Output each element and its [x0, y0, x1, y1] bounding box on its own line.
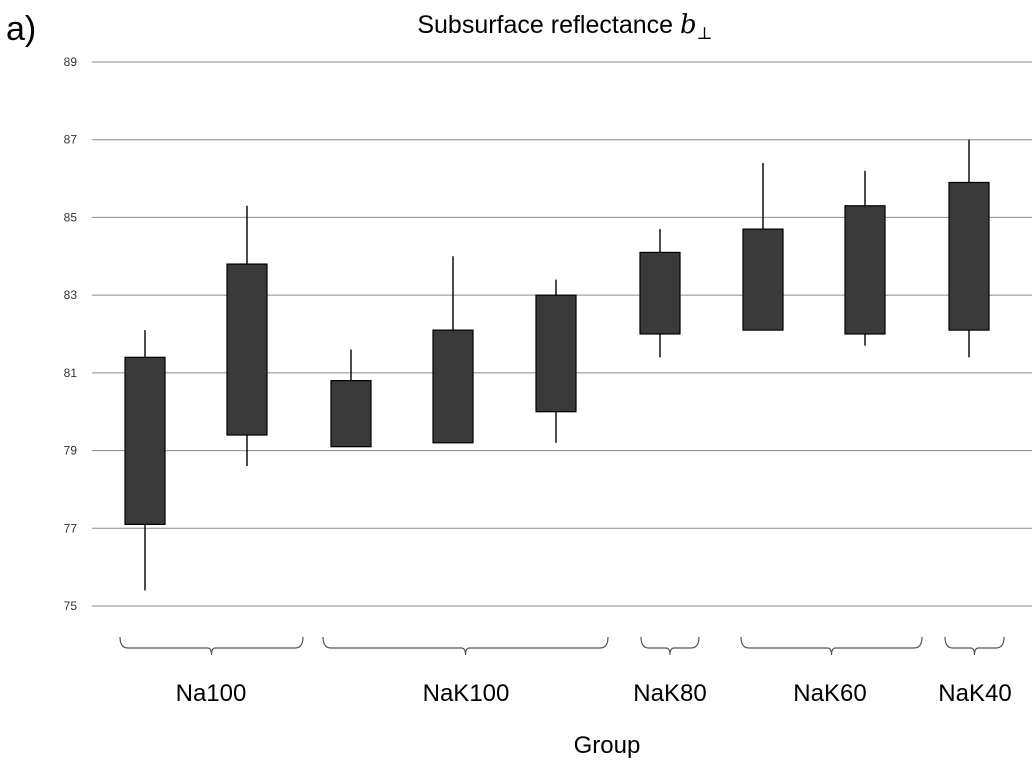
box-body [844, 205, 886, 335]
box-body [948, 181, 990, 331]
chart-title: Subsurface reflectance b⊥ [417, 10, 712, 44]
y-tick-label-79: 79 [64, 444, 78, 458]
box-body [432, 329, 474, 444]
box-2 [226, 205, 268, 467]
y-tick-label-77: 77 [64, 521, 78, 535]
box-body [742, 228, 784, 331]
chart-title-subscript: ⊥ [697, 24, 713, 44]
y-tick-label-75: 75 [64, 599, 78, 613]
brace-NaK40 [944, 636, 1005, 656]
y-tick-label-83: 83 [64, 288, 78, 302]
box-9 [948, 139, 990, 358]
box-8 [844, 170, 886, 346]
box-body [330, 380, 372, 448]
brace-NaK100 [322, 636, 609, 656]
y-tick-label-89: 89 [64, 55, 78, 69]
y-tick-label-85: 85 [64, 210, 78, 224]
y-tick-label-87: 87 [64, 133, 78, 147]
box-body [124, 356, 166, 526]
box-body [535, 294, 577, 413]
box-6 [639, 229, 681, 358]
brace-NaK60 [740, 636, 923, 656]
y-axis-ticks: 75 77 79 81 83 85 87 89 [64, 55, 78, 613]
y-tick-label-81: 81 [64, 366, 78, 380]
box-body [226, 263, 268, 436]
brace-Na100 [119, 636, 304, 656]
boxes [124, 139, 990, 591]
chart-title-text: Subsurface reflectance [417, 11, 680, 39]
group-label-NaK60: NaK60 [793, 680, 866, 707]
chart-title-math: b [680, 10, 697, 40]
panel-label: a) [6, 10, 36, 48]
group-labels: Na100 NaK100 NaK80 NaK60 NaK40 [176, 680, 1012, 707]
group-label-NaK100: NaK100 [423, 680, 510, 707]
box-3 [330, 349, 372, 448]
x-axis-label: Group [574, 732, 641, 759]
box-5 [535, 279, 577, 443]
group-label-Na100: Na100 [176, 680, 247, 707]
box-7 [742, 163, 784, 331]
group-label-NaK40: NaK40 [938, 680, 1011, 707]
box-1 [124, 330, 166, 591]
box-4 [432, 256, 474, 444]
box-body [639, 251, 681, 335]
group-label-NaK80: NaK80 [633, 680, 706, 707]
brace-NaK80 [640, 636, 700, 656]
group-braces [119, 636, 1005, 656]
